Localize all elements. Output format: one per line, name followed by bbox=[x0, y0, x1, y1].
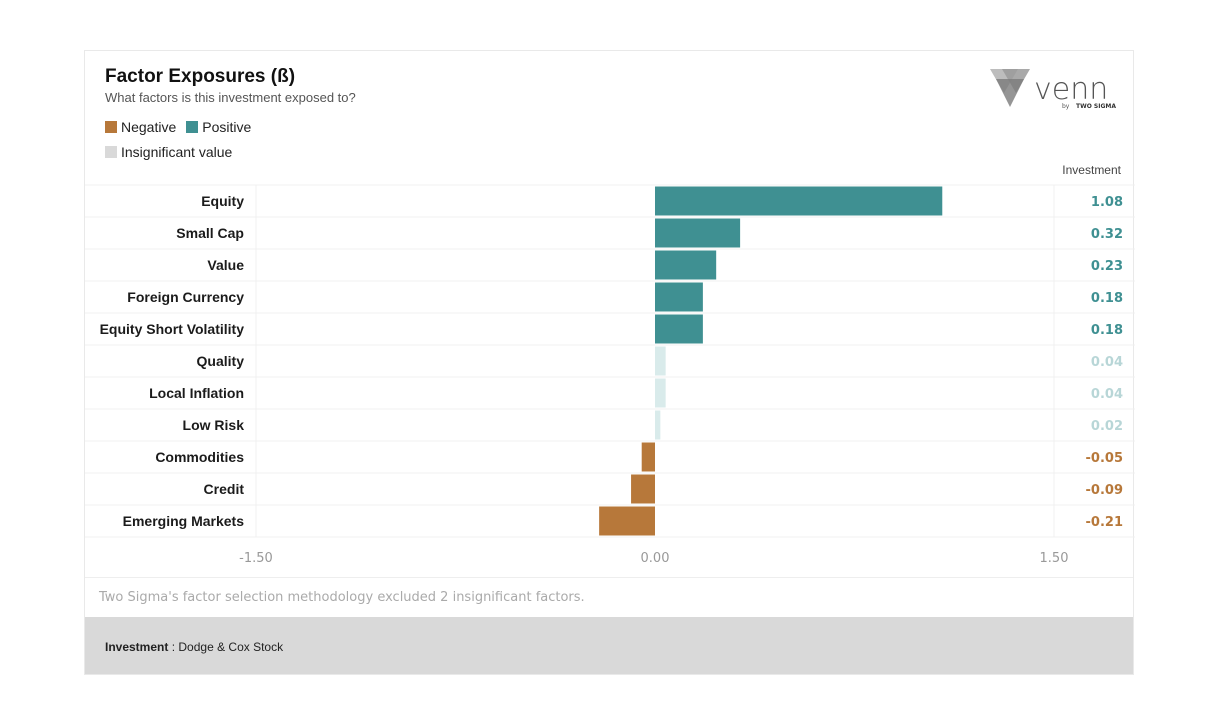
factor-row[interactable]: Low Risk 0.02 bbox=[85, 410, 1135, 442]
factor-label: Low Risk bbox=[183, 417, 245, 433]
factor-value-label: -0.05 bbox=[1086, 451, 1123, 466]
factor-label: Equity Short Volatility bbox=[100, 321, 245, 337]
logo-wordmark: venn bbox=[1034, 72, 1108, 107]
chart-subtitle: What factors is this investment exposed … bbox=[105, 90, 356, 105]
factor-bar[interactable] bbox=[655, 410, 661, 440]
positive-swatch bbox=[186, 121, 199, 133]
factor-bar[interactable] bbox=[631, 474, 655, 504]
factor-value-label: -0.09 bbox=[1086, 483, 1123, 498]
factor-bar[interactable] bbox=[599, 506, 655, 536]
methodology-footnote: Two Sigma's factor selection methodology… bbox=[85, 577, 1133, 617]
factor-bar-chart: Equity 1.08 Small Cap 0.32 Value 0.23 Foreign … bbox=[85, 184, 1135, 566]
factor-value-label: 0.18 bbox=[1091, 291, 1123, 306]
logo-company: TWO SIGMA bbox=[1076, 103, 1116, 110]
factor-bar[interactable] bbox=[655, 378, 666, 408]
factor-label: Quality bbox=[197, 353, 245, 369]
chart-title: Factor Exposures (ß) bbox=[105, 66, 296, 87]
legend-label-insignificant: Insignificant value bbox=[121, 144, 233, 160]
footer-label: Investment bbox=[105, 640, 169, 654]
legend-item-insignificant[interactable]: Insignificant value bbox=[105, 144, 232, 160]
factor-value-label: 0.32 bbox=[1091, 227, 1123, 242]
column-header-investment: Investment bbox=[1062, 163, 1121, 177]
factor-row[interactable]: Local Inflation 0.04 bbox=[85, 378, 1135, 410]
factor-label: Emerging Markets bbox=[123, 513, 245, 529]
factor-value-label: -0.21 bbox=[1086, 515, 1123, 530]
legend: Negative Positive bbox=[105, 119, 261, 135]
factor-label: Value bbox=[207, 257, 244, 273]
factor-row[interactable]: Small Cap 0.32 bbox=[85, 218, 1135, 250]
factor-row[interactable]: Value 0.23 bbox=[85, 250, 1135, 282]
insignificant-swatch bbox=[105, 146, 117, 158]
factor-exposures-card: Factor Exposures (ß) What factors is thi… bbox=[84, 50, 1135, 675]
legend-label-positive: Positive bbox=[202, 119, 252, 135]
x-tick-label: 1.50 bbox=[1040, 551, 1069, 566]
factor-row[interactable]: Foreign Currency 0.18 bbox=[85, 282, 1135, 314]
x-tick-label: -1.50 bbox=[239, 551, 273, 566]
chart-rows: Equity 1.08 Small Cap 0.32 Value 0.23 Foreign … bbox=[85, 186, 1135, 538]
factor-row[interactable]: Credit -0.09 bbox=[85, 474, 1135, 506]
factor-value-label: 0.02 bbox=[1091, 419, 1123, 434]
factor-value-label: 1.08 bbox=[1091, 195, 1123, 210]
factor-label: Equity bbox=[201, 193, 244, 209]
negative-swatch bbox=[105, 121, 117, 133]
legend-label-negative: Negative bbox=[121, 119, 177, 135]
factor-row[interactable]: Quality 0.04 bbox=[85, 346, 1135, 378]
footer-separator: : bbox=[168, 640, 179, 654]
x-axis: -1.50 0.00 1.50 bbox=[239, 551, 1068, 566]
legend-item-negative[interactable]: Negative bbox=[105, 119, 176, 135]
x-tick-label: 0.00 bbox=[641, 551, 670, 566]
factor-label: Foreign Currency bbox=[127, 289, 244, 305]
factor-value-label: 0.04 bbox=[1091, 387, 1123, 402]
factor-label: Commodities bbox=[155, 449, 244, 465]
factor-row[interactable]: Emerging Markets -0.21 bbox=[85, 506, 1135, 538]
factor-label: Local Inflation bbox=[149, 385, 244, 401]
factor-row[interactable]: Commodities -0.05 bbox=[85, 442, 1135, 474]
factor-row[interactable]: Equity Short Volatility 0.18 bbox=[85, 314, 1135, 346]
footer-investment-name: Dodge & Cox Stock bbox=[178, 640, 284, 654]
venn-triangle-icon bbox=[990, 69, 1030, 107]
investment-footer: Investment : Dodge & Cox Stock bbox=[85, 617, 1133, 674]
legend-insignificant-row: Insignificant value bbox=[105, 144, 242, 160]
factor-bar[interactable] bbox=[641, 442, 655, 472]
factor-bar[interactable] bbox=[655, 250, 717, 280]
factor-label: Credit bbox=[204, 481, 245, 497]
factor-bar[interactable] bbox=[655, 282, 703, 312]
factor-value-label: 0.04 bbox=[1091, 355, 1123, 370]
factor-bar[interactable] bbox=[655, 186, 943, 216]
factor-row[interactable]: Equity 1.08 bbox=[85, 186, 1135, 218]
factor-bar[interactable] bbox=[655, 314, 703, 344]
legend-item-positive[interactable]: Positive bbox=[186, 119, 251, 135]
venn-logo: venn by TWO SIGMA bbox=[990, 69, 1116, 110]
factor-bar[interactable] bbox=[655, 346, 666, 376]
chart-grid bbox=[85, 184, 1135, 537]
factor-value-label: 0.18 bbox=[1091, 323, 1123, 338]
factor-label: Small Cap bbox=[176, 225, 244, 241]
factor-bar[interactable] bbox=[655, 218, 741, 248]
factor-value-label: 0.23 bbox=[1091, 259, 1123, 274]
logo-byline: by bbox=[1062, 103, 1070, 110]
